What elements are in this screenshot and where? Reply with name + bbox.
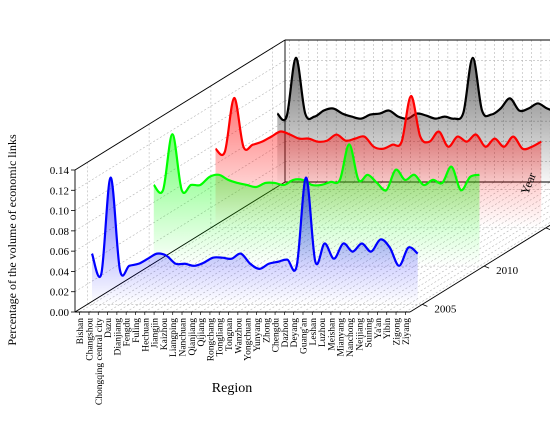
grid-line-left-wall [74,60,286,191]
x-tick-label: Fuling [132,318,142,343]
x-tick-label: Tongliang [216,318,226,357]
x-tick-label: Mianyang [337,318,347,357]
series-line-2020 [276,56,550,122]
x-tick-label: Nanchuan [179,318,189,357]
x-tick-label: Ya'an [374,318,384,339]
year-tick-label: 2005 [434,303,457,315]
x-tick-label: Dazhou [281,318,291,348]
x-tick-label: Qianjiang [188,318,198,356]
series-line-2010 [152,133,480,195]
x-tick-label: Dazu [104,318,114,338]
x-tick-label: Neijiang [355,318,365,351]
axis-edge [409,224,550,313]
x-axis-title: Region [212,381,252,396]
x-tick-label: Chongqing central city [95,318,105,405]
x-tick-label: Leshan [309,318,319,346]
x-tick-label: Jiangjin [151,318,161,348]
x-tick-label: Nanchong [346,318,356,357]
y-tick-label: 0.12 [50,185,69,197]
y-tick-label: 0.04 [50,266,70,278]
x-tick-label: Yibin [383,318,393,339]
x-tick-label: Zhong [262,318,272,343]
series-area-2005 [92,177,418,305]
y-tick-label: 0.06 [50,246,70,258]
year-tick-mark [483,265,490,269]
x-tick-label: Hechuan [141,318,151,352]
x-tick-label: Deyang [290,318,300,348]
y-axis-title: Percentage of the volume of economic lin… [5,134,19,346]
year-tick-mark [545,227,550,230]
grid-line-floor-depth [395,216,550,313]
y-tick-label: 0.00 [50,307,70,319]
axis-edge [74,39,286,171]
x-tick-label: Guang'an [299,318,309,354]
x-tick-label: Suining [365,318,375,348]
x-tick-label: Changshou [85,318,95,361]
x-tick-label: Chengdu [272,318,282,353]
x-tick-label: Meishan [327,318,337,351]
x-tick-label: Luzhou [318,318,328,347]
y-tick-label: 0.08 [50,226,70,238]
x-tick-label: Ziyang [402,318,412,345]
year-tick-mark [422,303,428,307]
y-tick-label: 0.14 [50,165,70,177]
year-tick-label: 2010 [496,265,519,277]
x-tick-label: Zigong [393,318,403,346]
series-area-2010 [153,134,480,267]
series-layer [90,56,550,305]
y-tick-label: 0.02 [50,287,69,299]
x-tick-label: Bishan [76,318,86,345]
grid-line-floor-depth [386,210,550,313]
x-tick-label: Kaizhou [160,318,170,350]
x-tick-label: Yongchuan [244,318,254,361]
grid-line-floor-depth [405,222,550,313]
x-tick-label: Wanzhou [234,318,244,354]
series-line-2005 [90,176,419,278]
x-tick-label: Yunyang [253,318,263,352]
y-tick-label: 0.10 [50,206,70,218]
series-line-2015 [214,94,542,157]
x-tick-label: Liangping [169,318,179,357]
x-tick-label: Qijiang [197,318,207,347]
x-tick-label: Fengdu [123,318,133,347]
x-tick-label: Dianjiang [113,318,123,356]
x-tick-label: Tongnan [225,318,235,351]
x-tick-label: Rongchang [206,318,216,362]
